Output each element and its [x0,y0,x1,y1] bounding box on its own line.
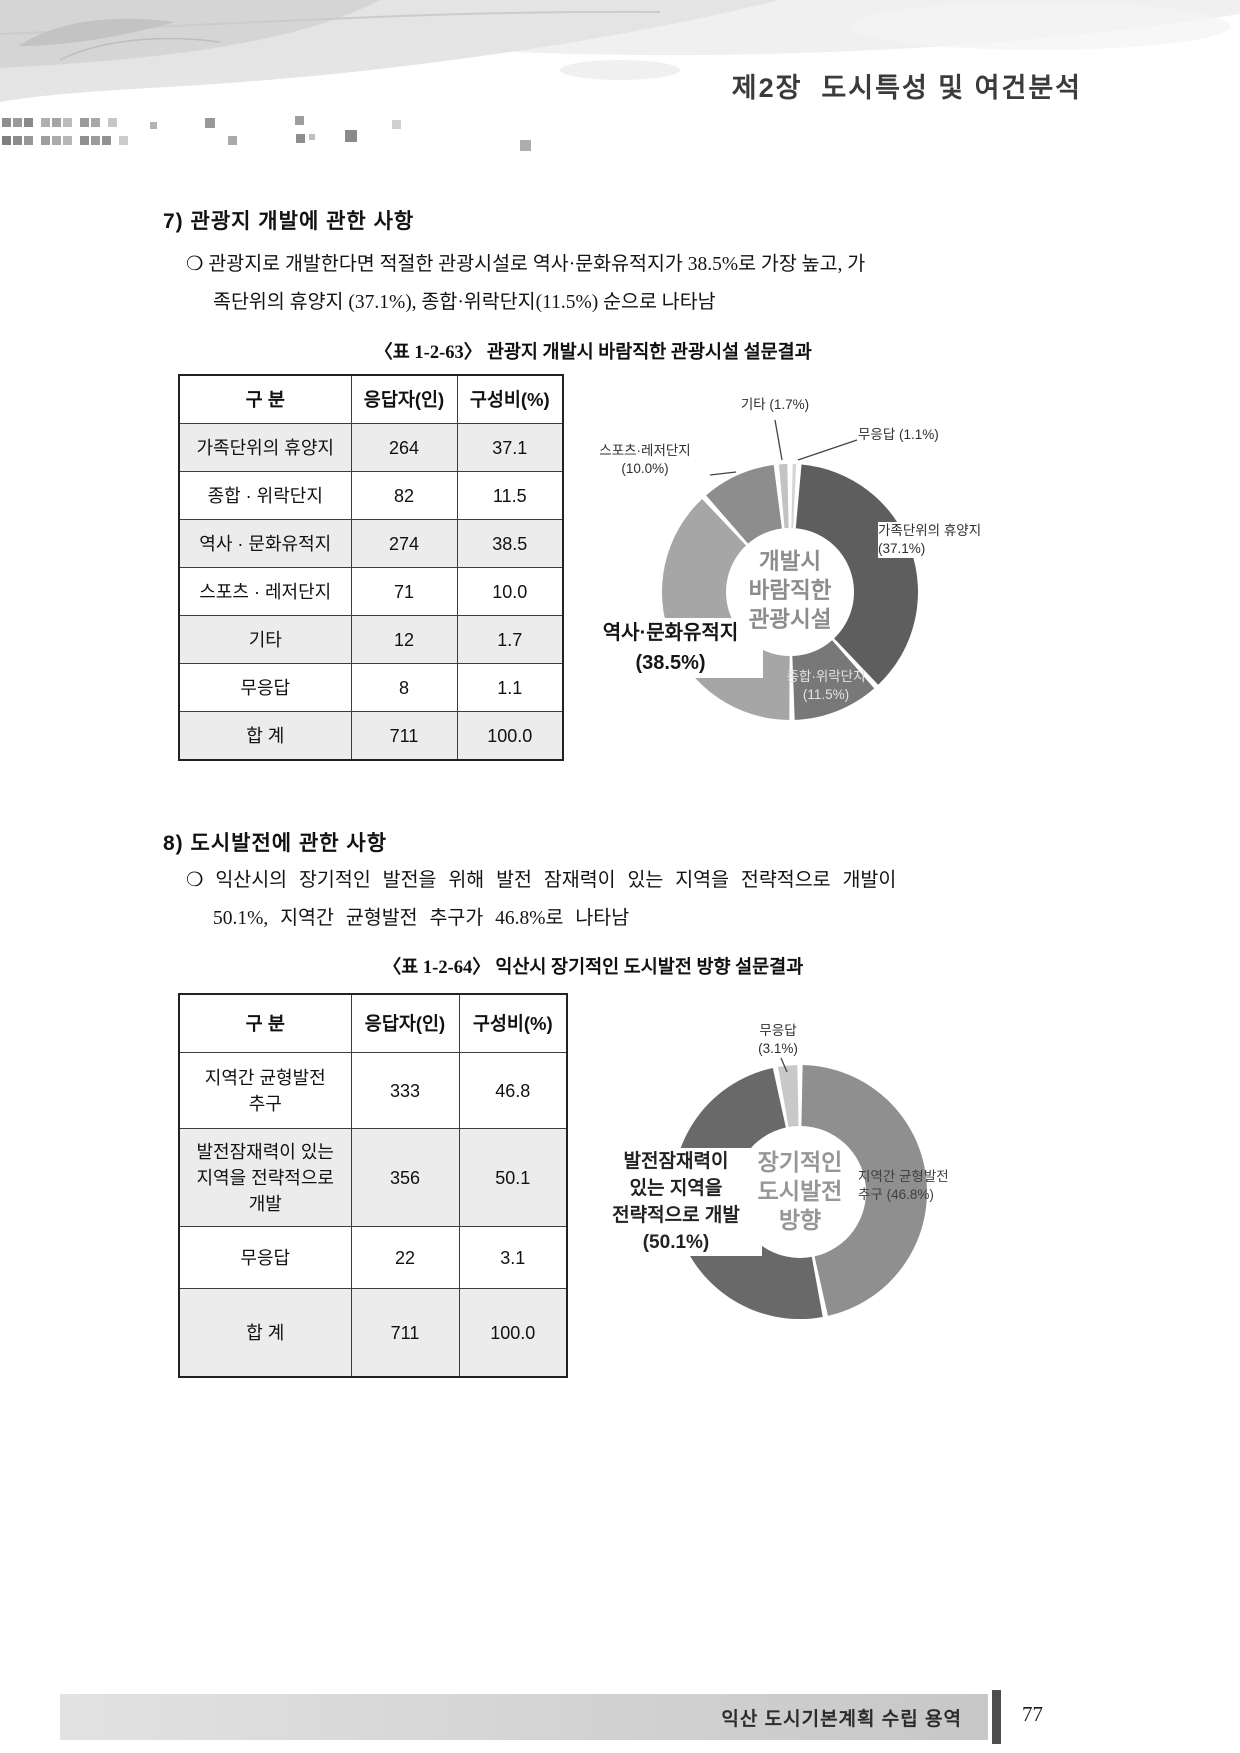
table-cell: 합 계 [178,711,352,761]
table-cell: 11.5 [456,471,564,520]
table-cell: 100.0 [458,1288,568,1378]
table-cell: 100.0 [456,711,564,761]
leader-line [774,419,783,461]
table-row: 지역간 균형발전 추구 333 46.8 [178,1052,568,1129]
leader-line [780,1057,788,1073]
table-cell: 37.1 [456,423,564,472]
donut-slice [791,464,797,529]
table-1-2-64-caption: 〈표 1-2-64〉 익산시 장기적인 도시발전 방향 설문결과 [382,958,804,978]
callout-strategic-development: 발전잠재력이 있는 지역을 전략적으로 개발 (50.1%) [590,1148,762,1256]
table-cell: 합 계 [178,1288,352,1378]
header-cell-ratio: 구성비(%) [456,374,564,424]
paragraph-text: 익산시의 장기적인 발전을 위해 발전 잠재력이 있는 지역을 전략적으로 개발… [213,870,897,929]
table-row: 발전잠재력이 있는 지역을 전략적으로 개발 356 50.1 [178,1128,568,1227]
table-cell: 274 [350,519,458,568]
callout-balanced-development: 지역간 균형발전 추구 (46.8%) [858,1169,949,1202]
donut-center-label: 개발시 바람직한 관광시설 [748,549,832,632]
table-1-2-63-caption: 〈표 1-2-63〉 관광지 개발시 바람직한 관광시설 설문결과 [374,343,812,363]
chapter-title: 제2장 도시특성 및 여건분석 [731,73,1082,103]
tourism-facility-donut-chart: 기타 (1.7%) 무응답 (1.1%) 스포츠·레저단지 (10.0%) 가족… [560,380,1060,790]
table-cell: 역사 · 문화유적지 [178,519,352,568]
table-cell: 50.1 [458,1128,568,1227]
table-row: 무응답 8 1.1 [178,663,564,712]
table-header-row: 구 분 응답자(인) 구성비(%) [178,374,564,424]
table-cell: 82 [350,471,458,520]
city-development-survey-table: 구 분 응답자(인) 구성비(%) 지역간 균형발전 추구 333 46.8 발… [178,993,568,1378]
table-cell: 38.5 [456,519,564,568]
bullet-icon: ❍ [186,870,216,891]
table-cell: 무응답 [178,1226,352,1289]
table-cell: 333 [350,1052,460,1129]
table-cell: 264 [350,423,458,472]
header-cell-category: 구 분 [178,993,352,1053]
callout-sports-leisure: 스포츠·레저단지 (10.0%) [599,443,691,476]
callout-no-response: 무응답 (3.1%) [758,1023,798,1056]
footer-tab-decoration [992,1690,1001,1744]
section-8-paragraph: ❍ 익산시의 장기적인 발전을 위해 발전 잠재력이 있는 지역을 전략적으로 … [186,862,1037,938]
table-cell: 발전잠재력이 있는 지역을 전략적으로 개발 [178,1128,352,1227]
donut-slice [792,640,875,720]
table-row: 가족단위의 휴양지 264 37.1 [178,423,564,472]
table-row: 스포츠 · 레저단지 71 10.0 [178,567,564,616]
table-cell: 1.1 [456,663,564,712]
table-row: 기타 12 1.7 [178,615,564,664]
city-development-donut-chart: 무응답 (3.1%) 지역간 균형발전 추구 (46.8%) 발전잠재력이 있는… [580,1000,1040,1390]
table-header-row: 구 분 응답자(인) 구성비(%) [178,993,568,1053]
tourism-facility-survey-table: 구 분 응답자(인) 구성비(%) 가족단위의 휴양지 264 37.1 종합 … [178,374,564,761]
callout-history-culture: 역사·문화유적지 (38.5%) [578,618,763,678]
callout-amusement-complex: 종합·위락단지 (11.5%) [786,669,866,702]
donut-chart-svg [672,1057,927,1320]
donut-slice [706,465,782,544]
paragraph-text: 관광지로 개발한다면 적절한 관광시설로 역사·문화유적지가 38.5%로 가장… [208,254,866,313]
footer-title: 익산 도시기본계획 수립 용역 [721,1708,962,1730]
section-8-heading: 8) 도시발전에 관한 사항 [163,832,388,855]
table-cell: 스포츠 · 레저단지 [178,567,352,616]
page-number: 77 [1022,1702,1043,1726]
donut-slice [801,1065,927,1316]
table-cell: 12 [350,615,458,664]
table-cell: 71 [350,567,458,616]
header-cell-ratio: 구성비(%) [458,993,568,1053]
donut-slice [779,464,789,529]
pixel-square-decoration [2,116,531,151]
table-cell: 46.8 [458,1052,568,1129]
header-cell-respondents: 응답자(인) [350,993,460,1053]
bullet-icon: ❍ [186,254,209,275]
table-cell: 711 [350,711,458,761]
table-cell: 22 [350,1226,460,1289]
table-cell: 종합 · 위락단지 [178,471,352,520]
table-cell: 8 [350,663,458,712]
leader-line [797,439,858,461]
leader-line [709,471,737,476]
table-cell: 356 [350,1128,460,1227]
table-cell: 3.1 [458,1226,568,1289]
callout-family-resort: 가족단위의 휴양지 (37.1%) [878,522,1048,558]
donut-center-label: 장기적인 도시발전 방향 [757,1149,843,1233]
table-cell: 10.0 [456,567,564,616]
table-cell: 무응답 [178,663,352,712]
table-row: 역사 · 문화유적지 274 38.5 [178,519,564,568]
section-7-heading: 7) 관광지 개발에 관한 사항 [163,210,415,233]
table-row: 종합 · 위락단지 82 11.5 [178,471,564,520]
callout-etc: 기타 (1.7%) [740,397,810,412]
donut-slice [795,464,918,685]
table-cell: 1.7 [456,615,564,664]
donut-slice [672,1067,823,1320]
callout-no-response: 무응답 (1.1%) [858,427,939,442]
table-total-row: 합 계 711 100.0 [178,1288,568,1378]
table-cell: 기타 [178,615,352,664]
table-row: 무응답 22 3.1 [178,1226,568,1289]
table-cell: 지역간 균형발전 추구 [178,1052,352,1129]
table-total-row: 합 계 711 100.0 [178,711,564,761]
header-cell-respondents: 응답자(인) [350,374,458,424]
donut-slice [778,1065,799,1127]
header-wave-decoration [0,0,1240,102]
header-cell-category: 구 분 [178,374,352,424]
table-cell: 가족단위의 휴양지 [178,423,352,472]
footer-band: 익산 도시기본계획 수립 용역 [60,1694,988,1740]
table-cell: 711 [350,1288,460,1378]
section-7-paragraph: ❍ 관광지로 개발한다면 적절한 관광시설로 역사·문화유적지가 38.5%로 … [186,246,1037,322]
